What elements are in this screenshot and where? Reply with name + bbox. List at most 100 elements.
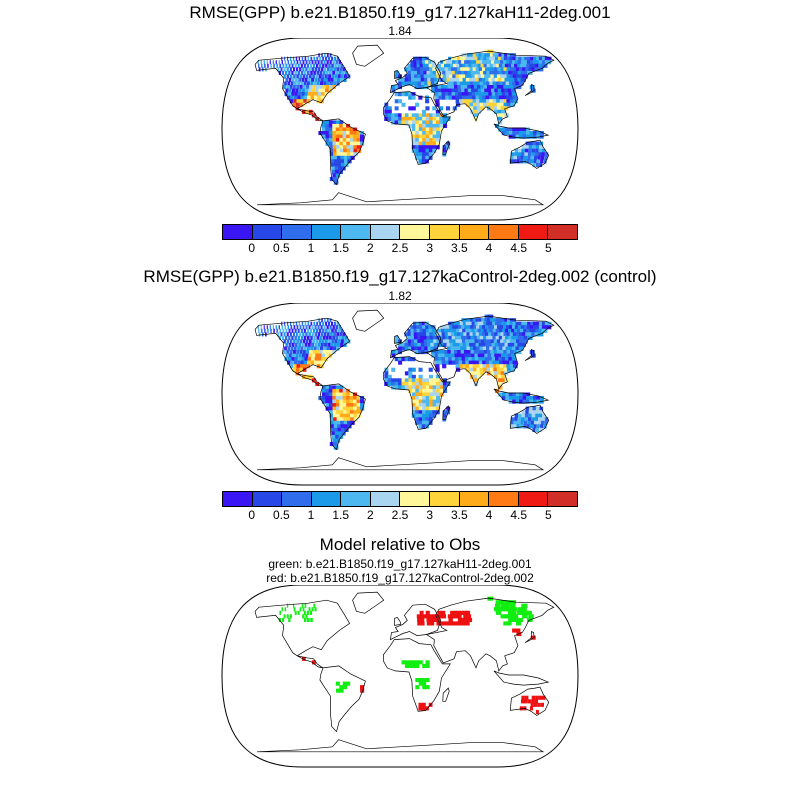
grid-cell [446,325,451,330]
grid-cell [337,74,341,79]
coastline-greenland [352,44,385,67]
colorbar-tick-label: 4.5 [510,508,527,522]
grid-cell [297,357,302,362]
grid-cell [317,95,321,100]
grid-cell [394,357,399,362]
grid-cell [339,148,344,153]
grid-cell [493,106,499,111]
grid-cell [346,138,351,143]
grid-cell [313,603,316,608]
grid-cell [401,385,406,390]
grid-cell [467,85,472,90]
grid-cell [445,360,450,365]
grid-cell [303,335,307,340]
grid-cell [519,424,523,429]
grid-cell [497,374,502,379]
grid-cell [463,332,468,337]
grid-cell [302,325,305,330]
grid-cell [482,342,487,347]
grid-cell [407,328,412,333]
grid-cell [394,116,399,121]
grid-cell [418,678,423,683]
grid-cell [509,159,513,164]
grid-cell [289,56,292,61]
grid-cell [424,81,429,86]
grid-cell [463,346,468,351]
grid-cell [407,332,412,337]
grid-cell [333,420,338,425]
grid-cell [431,85,436,90]
grid-cell [336,688,341,693]
grid-cell [523,70,530,75]
grid-cell [436,127,441,132]
grid-cell [415,131,420,136]
grid-cell [411,374,416,379]
grid-cell [298,88,302,93]
grid-cell [337,424,342,429]
grid-cell [324,77,327,82]
grid-cell [435,378,440,383]
grid-cell [411,148,416,153]
grid-cell [530,88,536,93]
grid-cell [483,102,488,107]
colorbar-swatch [223,492,253,506]
grid-cell [330,427,336,432]
grid-cell [310,335,313,340]
grid-cell [473,81,478,86]
grid-cell [528,614,534,619]
grid-cell [511,610,517,615]
grid-cell [422,141,427,146]
grid-cell [497,60,503,65]
grid-cell [328,321,331,326]
coastline-japan [524,83,535,96]
grid-cell [521,603,528,608]
grid-cell [432,70,437,75]
grid-cell [535,145,540,150]
grid-cell [500,353,506,358]
grid-cell [411,385,416,390]
grid-cell [353,148,358,153]
grid-cell [529,131,534,136]
grid-cell [335,434,340,439]
grid-cell [312,660,316,665]
grid-cell [356,138,361,143]
grid-cell [410,63,415,68]
grid-cell [328,131,333,136]
grid-cell [318,318,320,323]
grid-cell [419,328,424,333]
grid-cell [438,92,443,97]
grid-cell [418,424,423,429]
grid-cell [444,92,450,97]
grid-cell [535,709,539,714]
grid-cell [317,77,321,82]
colorbar-swatch [252,492,283,506]
grid-cell [505,127,510,132]
grid-cell [534,420,538,425]
colorbar-tick-label: 4 [485,508,493,522]
grid-cell [481,88,486,93]
grid-cell [425,388,430,393]
grid-cell [464,335,469,340]
grid-cell [329,410,334,415]
grid-cell [467,60,472,65]
grid-cell [415,410,420,415]
grid-cell [418,399,423,404]
grid-cell [329,53,332,58]
grid-cell [349,406,354,411]
grid-cell [304,342,308,347]
grid-cell [469,342,474,347]
grid-cell [410,328,415,333]
grid-cell [470,70,476,75]
grid-cell [395,339,399,344]
grid-cell [342,406,348,411]
grid-cell [505,360,511,365]
grid-cell [501,92,507,97]
grid-cell [473,116,479,121]
grid-cell [465,321,471,326]
grid-cell [468,321,474,326]
grid-cell [443,325,448,330]
grid-cell [496,367,502,372]
grid-cell [302,607,305,612]
grid-cell [431,88,436,93]
grid-cell [536,399,541,404]
